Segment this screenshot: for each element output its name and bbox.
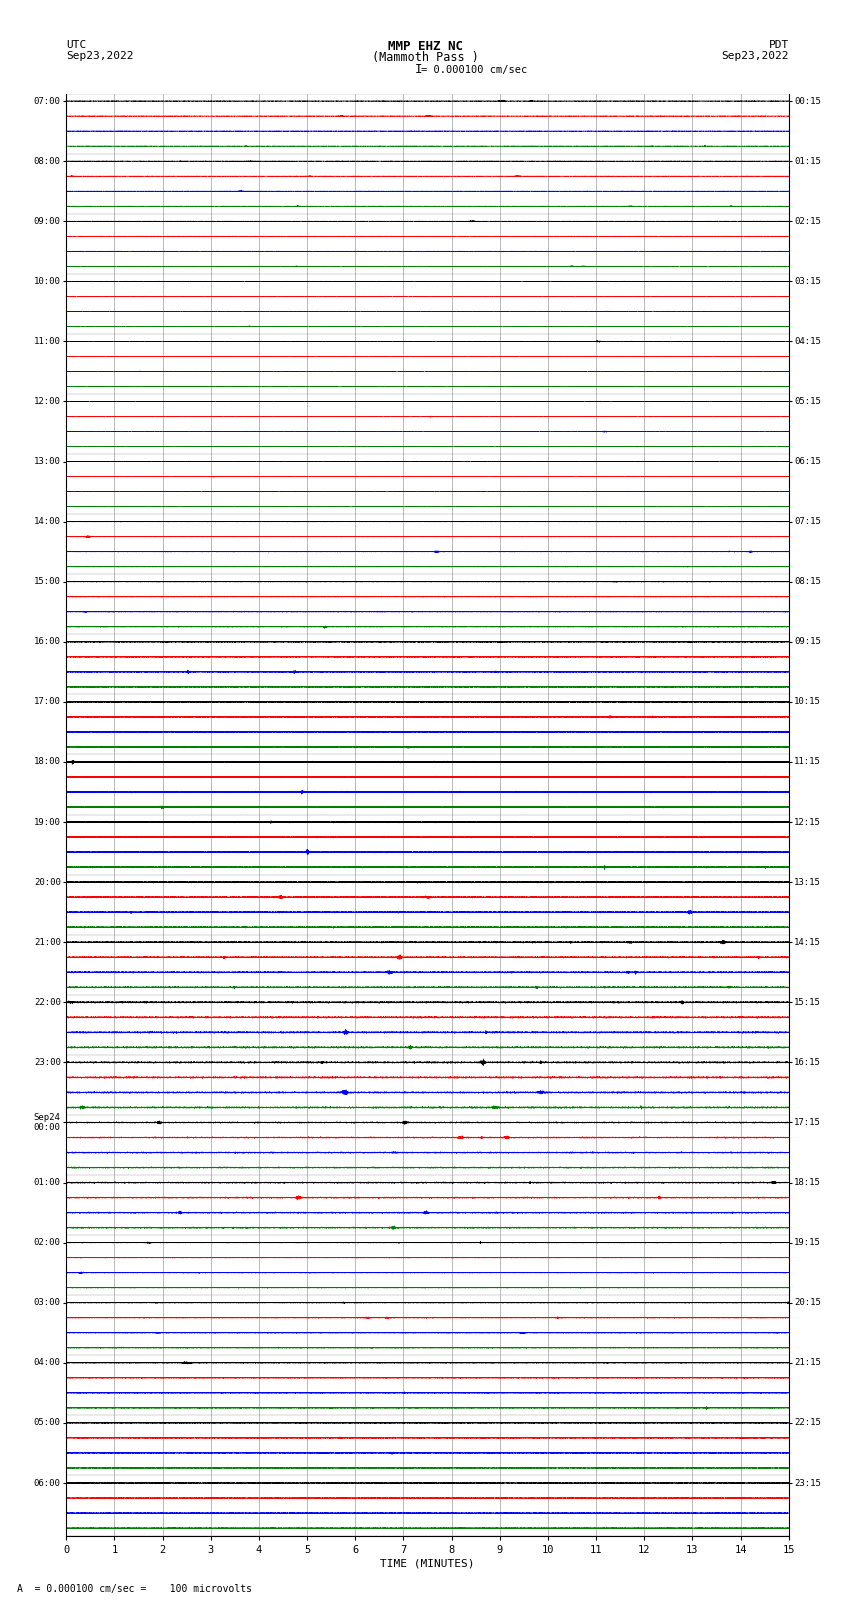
Text: Sep23,2022: Sep23,2022 bbox=[722, 50, 789, 61]
Text: A  = 0.000100 cm/sec =    100 microvolts: A = 0.000100 cm/sec = 100 microvolts bbox=[17, 1584, 252, 1594]
Text: = 0.000100 cm/sec: = 0.000100 cm/sec bbox=[421, 65, 527, 74]
Text: PDT: PDT bbox=[768, 39, 789, 50]
Text: I: I bbox=[415, 63, 422, 76]
X-axis label: TIME (MINUTES): TIME (MINUTES) bbox=[380, 1558, 475, 1569]
Text: UTC: UTC bbox=[66, 39, 87, 50]
Text: MMP EHZ NC: MMP EHZ NC bbox=[388, 39, 462, 53]
Text: Sep23,2022: Sep23,2022 bbox=[66, 50, 133, 61]
Text: (Mammoth Pass ): (Mammoth Pass ) bbox=[371, 50, 479, 65]
